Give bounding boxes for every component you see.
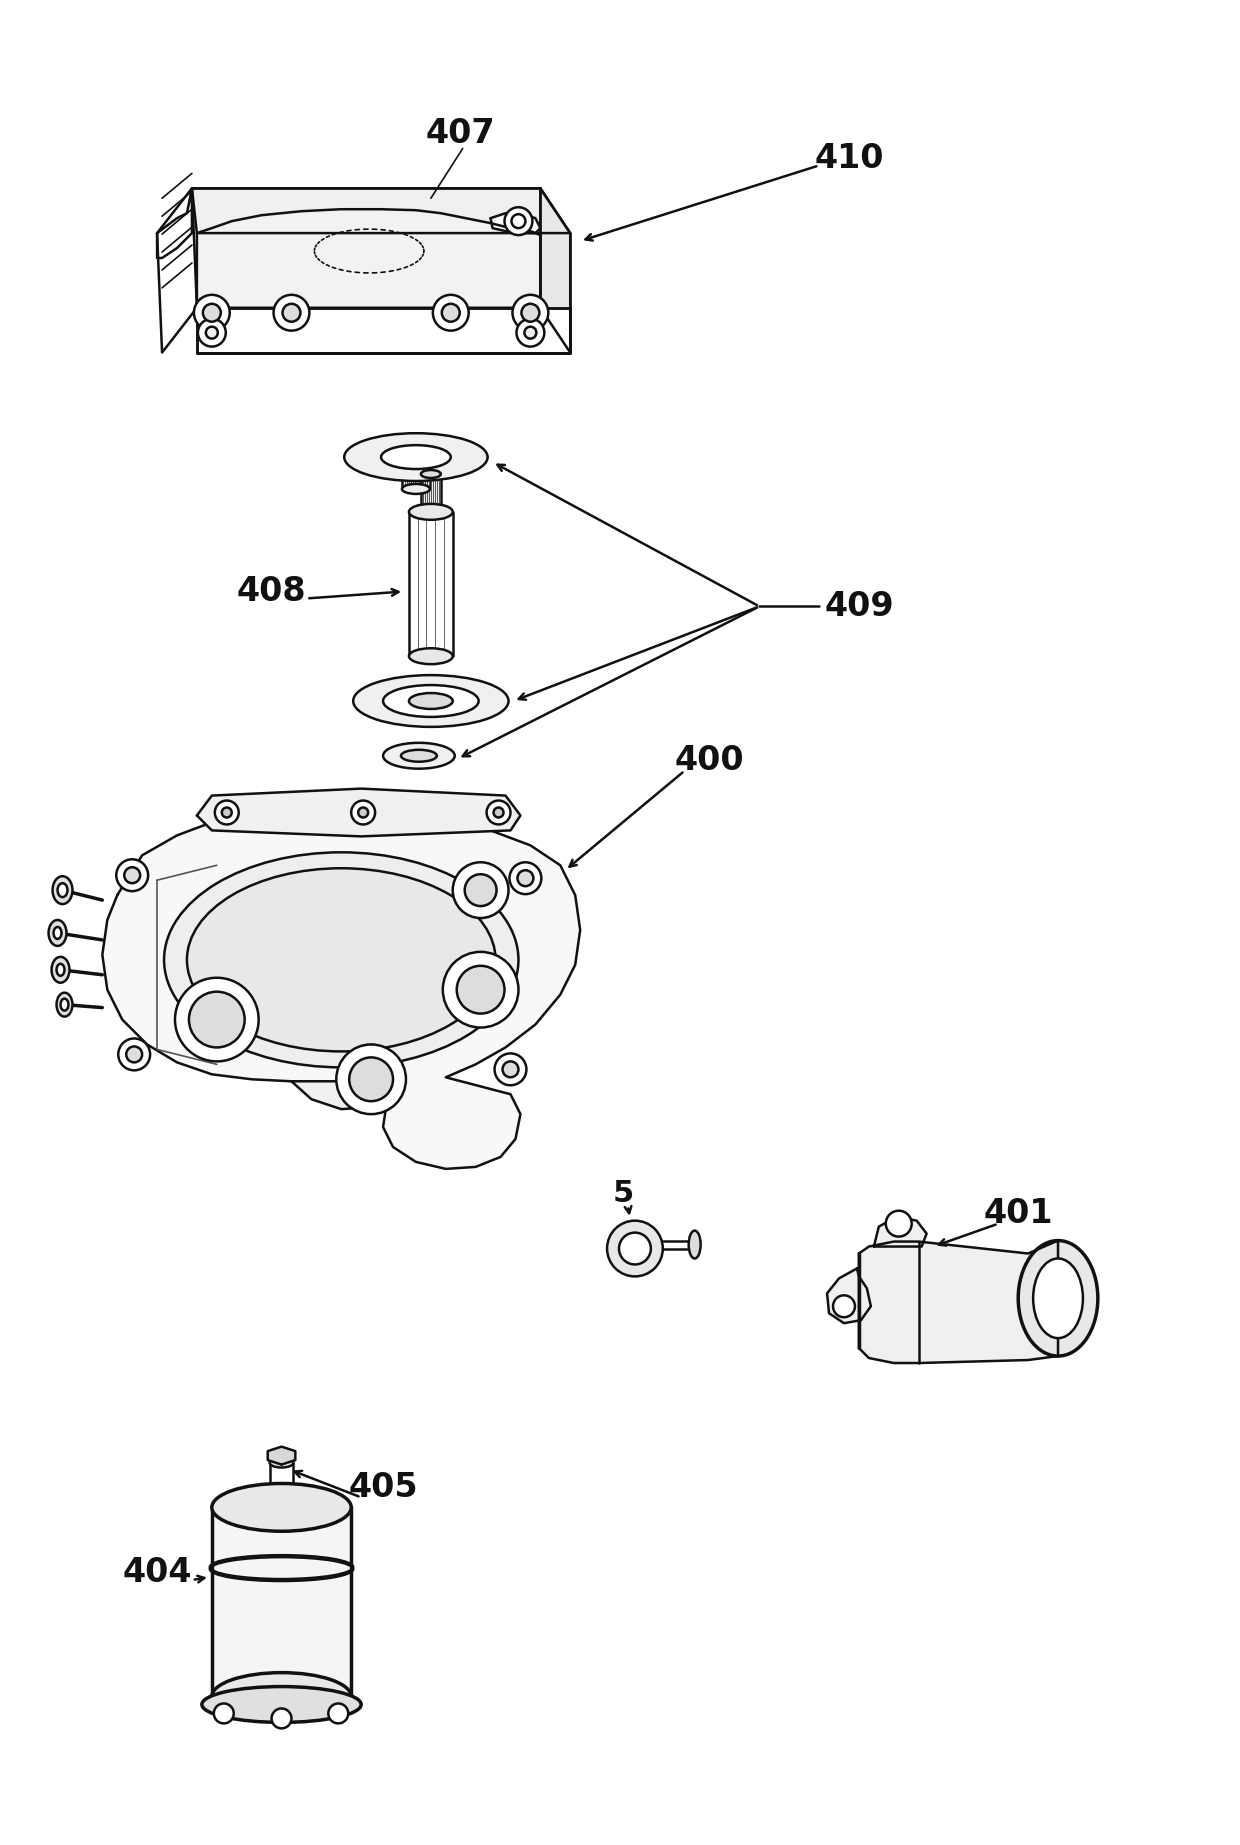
Text: 407: 407	[425, 116, 496, 149]
Circle shape	[517, 319, 544, 347]
Circle shape	[433, 295, 469, 330]
Circle shape	[443, 952, 518, 1028]
Polygon shape	[827, 1269, 870, 1323]
Text: 5: 5	[613, 1179, 634, 1208]
Circle shape	[517, 871, 533, 886]
Circle shape	[274, 295, 310, 330]
Circle shape	[272, 1708, 291, 1729]
Circle shape	[213, 1703, 233, 1723]
Circle shape	[512, 295, 548, 330]
Polygon shape	[859, 1240, 1058, 1363]
Ellipse shape	[381, 445, 451, 469]
Circle shape	[453, 862, 508, 919]
Ellipse shape	[57, 963, 64, 976]
Polygon shape	[197, 788, 521, 836]
Ellipse shape	[383, 744, 455, 769]
Ellipse shape	[409, 694, 453, 708]
Circle shape	[525, 327, 537, 339]
Circle shape	[465, 875, 496, 906]
Ellipse shape	[619, 1232, 651, 1264]
Polygon shape	[197, 308, 570, 352]
Circle shape	[495, 1053, 527, 1085]
Circle shape	[118, 1039, 150, 1070]
Ellipse shape	[164, 852, 518, 1068]
Circle shape	[198, 319, 226, 347]
Circle shape	[336, 1044, 405, 1114]
Circle shape	[441, 304, 460, 321]
Circle shape	[510, 862, 542, 895]
Circle shape	[126, 1046, 143, 1063]
Circle shape	[522, 304, 539, 321]
Polygon shape	[157, 188, 197, 352]
Ellipse shape	[383, 684, 479, 718]
Polygon shape	[192, 188, 570, 232]
Ellipse shape	[187, 869, 496, 1052]
Polygon shape	[291, 1081, 401, 1109]
Ellipse shape	[57, 993, 72, 1017]
Ellipse shape	[57, 884, 67, 897]
Ellipse shape	[52, 958, 69, 983]
Circle shape	[329, 1703, 348, 1723]
Ellipse shape	[212, 1673, 351, 1720]
Circle shape	[358, 808, 368, 817]
Circle shape	[350, 1057, 393, 1101]
Circle shape	[124, 867, 140, 884]
Circle shape	[117, 860, 148, 891]
Circle shape	[215, 801, 239, 825]
Circle shape	[502, 1061, 518, 1077]
Circle shape	[188, 993, 244, 1048]
Circle shape	[203, 304, 221, 321]
Ellipse shape	[353, 675, 508, 727]
Text: 405: 405	[348, 1470, 418, 1504]
Polygon shape	[874, 1216, 926, 1247]
Circle shape	[351, 801, 376, 825]
Polygon shape	[541, 188, 570, 352]
Polygon shape	[197, 308, 570, 352]
Circle shape	[283, 304, 300, 321]
Ellipse shape	[52, 876, 72, 904]
Ellipse shape	[688, 1231, 701, 1258]
Polygon shape	[268, 1446, 295, 1465]
Text: 400: 400	[675, 744, 744, 777]
Polygon shape	[103, 812, 580, 1170]
Text: 404: 404	[123, 1555, 192, 1589]
Ellipse shape	[1018, 1240, 1097, 1356]
Circle shape	[456, 965, 505, 1013]
Ellipse shape	[48, 921, 67, 946]
Ellipse shape	[608, 1221, 663, 1277]
Ellipse shape	[269, 1458, 294, 1467]
Ellipse shape	[61, 998, 68, 1011]
Polygon shape	[491, 214, 541, 232]
Text: 410: 410	[815, 142, 884, 175]
Circle shape	[486, 801, 511, 825]
Ellipse shape	[402, 483, 430, 494]
Ellipse shape	[53, 926, 62, 939]
Circle shape	[222, 808, 232, 817]
Circle shape	[494, 808, 503, 817]
Polygon shape	[197, 208, 541, 308]
Text: 408: 408	[237, 576, 306, 609]
Ellipse shape	[401, 749, 436, 762]
Circle shape	[511, 214, 526, 229]
Ellipse shape	[1033, 1258, 1083, 1338]
Ellipse shape	[212, 1483, 351, 1531]
Circle shape	[885, 1210, 911, 1236]
Ellipse shape	[409, 504, 453, 520]
Circle shape	[206, 327, 218, 339]
Ellipse shape	[345, 434, 487, 482]
Text: 409: 409	[825, 590, 894, 624]
Ellipse shape	[202, 1686, 361, 1723]
Circle shape	[505, 207, 532, 234]
Ellipse shape	[420, 470, 440, 478]
Circle shape	[193, 295, 229, 330]
Ellipse shape	[409, 648, 453, 664]
Text: 401: 401	[983, 1197, 1053, 1231]
Circle shape	[833, 1295, 854, 1317]
Polygon shape	[157, 188, 192, 258]
Circle shape	[175, 978, 259, 1061]
Polygon shape	[212, 1507, 351, 1697]
